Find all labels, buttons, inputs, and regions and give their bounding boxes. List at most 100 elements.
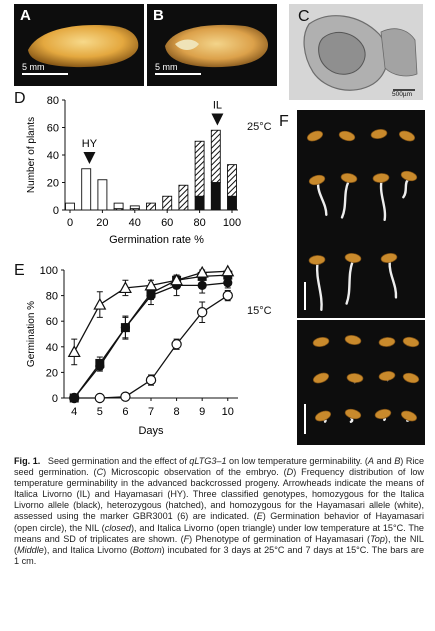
panel-d: 0 20 40 60 80 0 20 40 60 80 100 Germination rate % N… <box>20 90 248 258</box>
x-axis-label: Days <box>138 425 164 437</box>
bar-heterozygous <box>228 165 237 197</box>
seed-grain <box>400 170 418 183</box>
panel-e: 0 20 40 60 80 100 4 5 6 7 8 9 10 Days Germination % E <box>20 260 248 446</box>
seed-grain <box>312 371 330 385</box>
marker-closed-square <box>121 323 130 332</box>
x-tick-label: 80 <box>193 217 205 229</box>
y-tick-label: 60 <box>47 123 59 135</box>
caption-figure-number: Fig. 1. <box>14 456 40 466</box>
marker-open-triangle <box>69 346 80 356</box>
panel-c-scale: 500µm <box>392 91 412 98</box>
x-tick-label: 40 <box>129 217 141 229</box>
rice-seed-b <box>147 4 277 86</box>
panel-a-label: A <box>20 7 31 24</box>
germinating-seed <box>402 336 420 348</box>
bar-heterozygous <box>179 185 188 210</box>
seed-grain <box>380 252 397 264</box>
x-tick-label: 60 <box>161 217 173 229</box>
bar-homozygous-hy <box>114 203 123 209</box>
marker-open-circle <box>95 393 104 402</box>
germinating-seed <box>344 334 361 346</box>
germinating-seed <box>309 255 330 311</box>
germinating-seed <box>380 252 403 299</box>
condition-warm-label: 25°C <box>247 121 272 133</box>
x-tick-label: 7 <box>148 406 154 418</box>
germinating-seed <box>398 129 416 143</box>
x-tick-label: 20 <box>96 217 108 229</box>
seed-grain <box>344 408 362 421</box>
seedlings-15c <box>297 320 425 445</box>
seed-grain <box>344 252 361 263</box>
seedling-root <box>380 182 385 220</box>
germinating-seed <box>370 128 387 140</box>
bar-heterozygous <box>147 203 156 210</box>
condition-cold-label: 15°C <box>247 305 272 317</box>
seed-grain <box>314 409 332 423</box>
seedling-root <box>402 180 408 198</box>
seed-grain <box>344 334 361 346</box>
seed-grain <box>338 130 356 143</box>
seed-grain <box>400 409 418 423</box>
seed-grain <box>306 129 324 143</box>
panel-e-label: E <box>14 262 25 280</box>
bar-homozygous-il <box>211 183 220 211</box>
y-tick-label: 20 <box>46 367 58 379</box>
seedling-root <box>316 264 322 310</box>
germination-line-chart: 0 20 40 60 80 100 4 5 6 7 8 9 10 Days Germination % <box>20 260 248 446</box>
germinating-seed <box>402 372 420 385</box>
caption-text: and <box>374 456 394 466</box>
caption-text: ), and Italica Livorno ( <box>44 545 133 555</box>
x-axis-label: Germination rate % <box>109 234 204 246</box>
caption-text: ) Microscopic observation of the embryo.… <box>103 467 287 477</box>
seed-grain <box>402 372 420 385</box>
caption-ref: Top <box>370 534 385 544</box>
marker-open-triangle <box>94 299 105 309</box>
panel-b-photo: B 5 mm <box>147 4 277 86</box>
panel-c-label: C <box>298 8 310 26</box>
bar-heterozygous <box>211 130 220 182</box>
bar-homozygous-il <box>195 196 204 210</box>
seed-grain <box>340 172 357 184</box>
seed-grain <box>402 336 420 348</box>
mean-arrowhead <box>211 114 223 126</box>
panel-a-scale: 5 mm <box>22 62 45 72</box>
marker-open-circle <box>223 291 232 300</box>
x-tick-label: 4 <box>71 406 77 418</box>
marker-closed-circle <box>198 281 207 290</box>
germinating-seed <box>308 174 334 217</box>
panel-a-photo: A 5 mm <box>14 4 144 86</box>
seed-grain <box>378 370 395 381</box>
caption-ref: Bottom <box>133 545 162 555</box>
germinating-seed <box>374 408 392 422</box>
panel-b-label: B <box>153 7 164 24</box>
germinating-seed <box>400 409 418 423</box>
germinating-seed <box>378 370 395 381</box>
germinating-seed <box>339 252 362 304</box>
caption-text: Seed germination and the effect of <box>48 456 189 466</box>
histogram-chart: 0 20 40 60 80 0 20 40 60 80 100 Germination rate % N… <box>20 90 248 258</box>
x-tick-label: 8 <box>174 406 180 418</box>
x-tick-label: 0 <box>67 217 73 229</box>
marker-open-circle <box>121 392 130 401</box>
x-tick-label: 100 <box>223 217 241 229</box>
caption-ref: closed <box>105 523 131 533</box>
bar-homozygous-hy <box>66 203 75 210</box>
seed-grain <box>308 174 326 187</box>
y-tick-label: 100 <box>40 265 58 277</box>
seed-grain <box>309 255 326 265</box>
y-tick-label: 80 <box>47 95 59 107</box>
bar-homozygous-il <box>228 196 237 210</box>
seed-grain <box>370 128 387 140</box>
mean-arrowhead <box>83 152 95 164</box>
bar-heterozygous <box>163 196 172 210</box>
caption-text: ) Phenotype of germination of Hayamasari… <box>189 534 370 544</box>
y-tick-label: 40 <box>47 150 59 162</box>
y-tick-label: 80 <box>46 291 58 303</box>
seed-grain <box>347 373 364 383</box>
marker-closed-square <box>95 359 104 368</box>
y-tick-label: 20 <box>47 178 59 190</box>
panel-f-bottom-photo <box>297 320 425 445</box>
germinating-seed <box>306 129 324 143</box>
seedling-root <box>389 262 397 298</box>
bar-homozygous-hy <box>98 180 107 210</box>
